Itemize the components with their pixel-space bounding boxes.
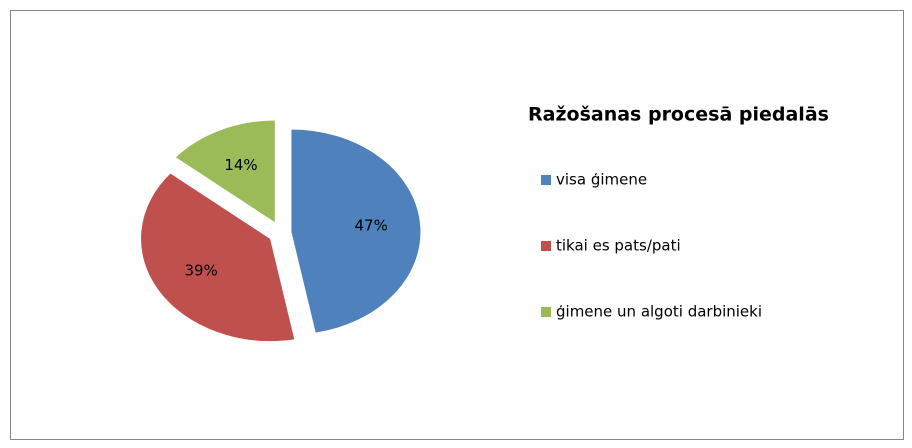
data-label: 14% bbox=[224, 156, 257, 174]
legend-swatch bbox=[541, 307, 551, 317]
data-label: 39% bbox=[184, 262, 217, 280]
pie-slice bbox=[140, 172, 296, 343]
legend-label: tikai es pats/pati bbox=[556, 237, 681, 255]
legend-swatch bbox=[541, 241, 551, 251]
chart-title: Ražošanas procesā piedalās bbox=[528, 104, 829, 126]
data-label: 47% bbox=[355, 216, 388, 234]
pie-slice bbox=[174, 119, 276, 224]
legend-label: visa ģimene bbox=[556, 171, 647, 189]
pie-slice bbox=[290, 128, 422, 334]
legend-swatch bbox=[541, 175, 551, 185]
legend-label: ģimene un algoti darbinieki bbox=[556, 303, 762, 321]
